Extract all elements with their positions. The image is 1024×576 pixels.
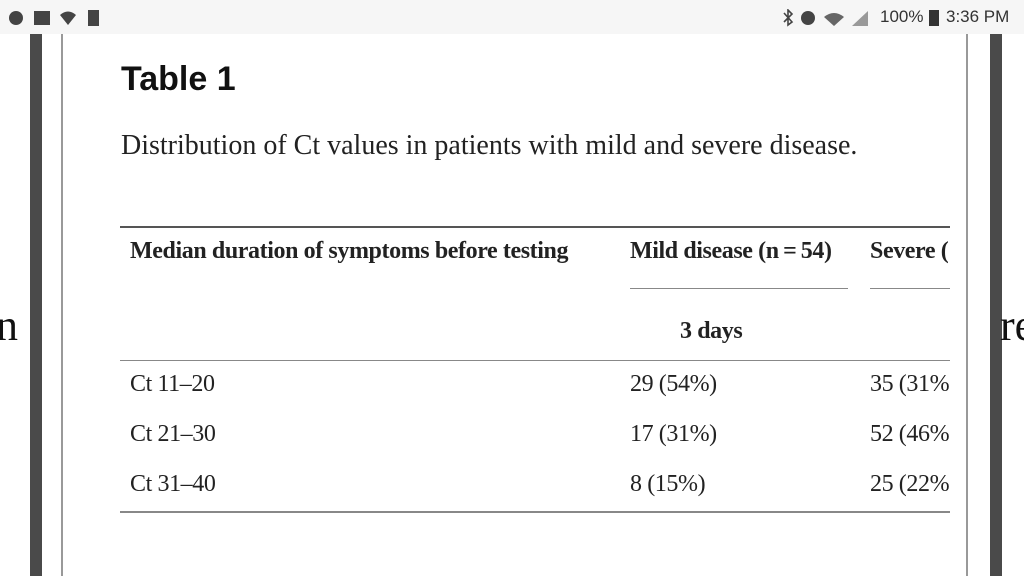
table-title: Table 1 bbox=[121, 60, 236, 98]
rule bbox=[630, 288, 848, 289]
table-cell: Ct 21–30 bbox=[130, 421, 216, 447]
rule bbox=[870, 288, 950, 289]
rule bbox=[120, 511, 950, 513]
table-cell: 17 (31%) bbox=[630, 421, 717, 447]
header-cell: Median duration of symptoms before testi… bbox=[130, 238, 569, 264]
table-cell: 35 (31% bbox=[870, 371, 950, 397]
table-cell: 29 (54%) bbox=[630, 371, 717, 397]
side-text: re bbox=[1000, 301, 1024, 350]
notification-icons bbox=[9, 10, 99, 26]
subheader: 3 days bbox=[680, 318, 743, 344]
table: 3 days Median duration of symptoms befor… bbox=[120, 226, 950, 516]
table-cell: 25 (22% bbox=[870, 471, 950, 497]
status-bar: 100% 3:36 PM bbox=[0, 0, 1024, 34]
table-cell: Ct 31–40 bbox=[130, 471, 216, 497]
right-page-edge bbox=[990, 34, 1002, 576]
left-frame bbox=[61, 34, 63, 576]
header-cell: Mild disease (n = 54) bbox=[630, 238, 832, 264]
table-caption: Distribution of Ct values in patients wi… bbox=[121, 130, 858, 161]
table-cell: 52 (46% bbox=[870, 421, 950, 447]
side-text: n bbox=[0, 301, 18, 350]
battery-icon bbox=[929, 10, 939, 26]
rule bbox=[120, 360, 950, 361]
header-cell: Severe ( bbox=[870, 238, 949, 264]
left-page-edge bbox=[30, 34, 42, 576]
system-icons bbox=[783, 9, 868, 27]
right-frame bbox=[966, 34, 968, 576]
rule bbox=[120, 226, 950, 228]
clock: 3:36 PM bbox=[946, 7, 1010, 26]
table-cell: Ct 11–20 bbox=[130, 371, 215, 397]
battery-level: 100% bbox=[880, 7, 924, 26]
table-cell: 8 (15%) bbox=[630, 471, 706, 497]
